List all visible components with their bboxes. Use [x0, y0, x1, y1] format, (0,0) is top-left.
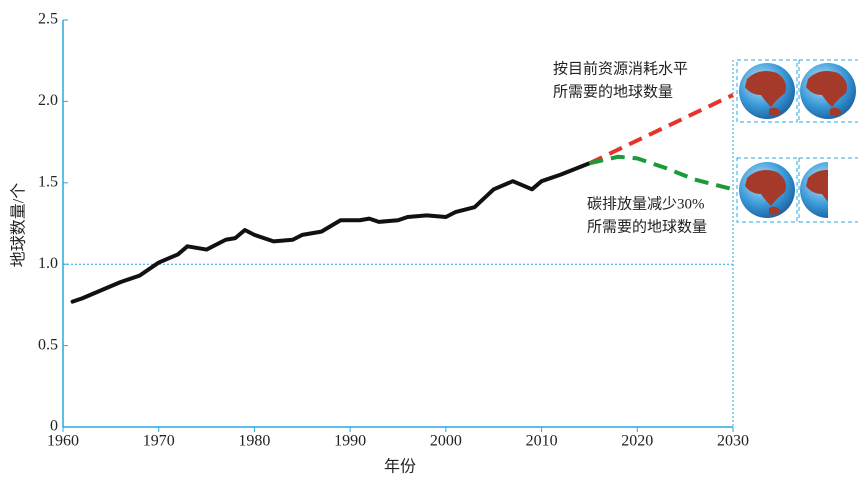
y-tick-label: 0 — [50, 418, 58, 435]
globe-icon — [739, 162, 795, 218]
series-line — [70, 161, 592, 304]
annotation: 按目前资源消耗水平 — [553, 60, 688, 77]
globe-icon — [739, 63, 795, 119]
x-tick-label: 2010 — [526, 433, 558, 450]
x-tick-label: 1970 — [143, 433, 175, 450]
y-tick-label: 2.5 — [38, 11, 58, 28]
y-tick-label: 0.5 — [38, 336, 58, 353]
annotation: 所需要的地球数量 — [587, 218, 707, 235]
series-line — [588, 154, 734, 192]
annotation: 碳排放量减少30% — [587, 195, 705, 212]
x-tick-label: 1990 — [334, 433, 366, 450]
annotation: 所需要的地球数量 — [553, 83, 673, 100]
x-tick-label: 1980 — [238, 433, 270, 450]
series-line — [588, 93, 734, 166]
x-tick-label: 1960 — [47, 433, 79, 450]
y-axis-label: 地球数量/个 — [10, 183, 28, 267]
y-tick-label: 2.0 — [38, 92, 58, 109]
x-tick-label: 2000 — [430, 433, 462, 450]
x-axis-label: 年份 — [384, 458, 416, 476]
globe-icon — [800, 162, 828, 218]
x-tick-label: 2030 — [717, 433, 749, 450]
y-tick-label: 1.5 — [38, 173, 58, 190]
y-tick-label: 1.0 — [38, 255, 58, 272]
globe-icon — [800, 63, 856, 119]
x-tick-label: 2020 — [621, 433, 653, 450]
globe-box — [736, 59, 858, 223]
